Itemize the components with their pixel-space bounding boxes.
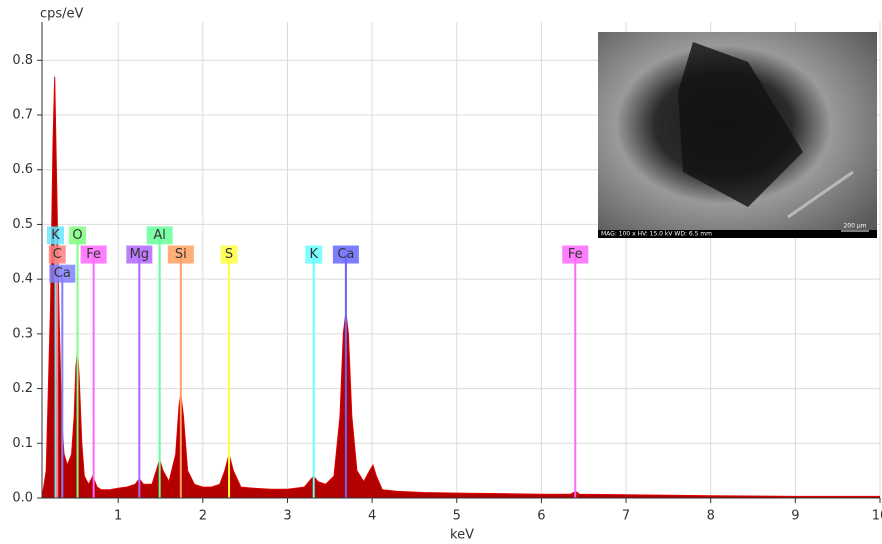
y-tick-label: 0.4: [12, 272, 33, 287]
y-tick-label: 0.0: [12, 491, 33, 506]
element-label-box: [562, 245, 589, 264]
x-tick-label: 6: [537, 509, 545, 524]
y-tick-label: 0.2: [12, 381, 33, 396]
element-label: C: [53, 247, 62, 262]
x-tick-label: 8: [707, 509, 715, 524]
element-label-box: [48, 245, 66, 264]
x-tick-label: 4: [368, 509, 376, 524]
element-label: K: [51, 228, 60, 243]
element-label-box: [80, 245, 107, 264]
y-tick-label: 0.3: [12, 326, 33, 341]
element-label: Ca: [54, 266, 71, 281]
element-label-box: [146, 226, 173, 245]
element-label: Si: [175, 247, 187, 262]
y-tick-label: 0.6: [12, 162, 33, 177]
y-tick-label: 0.5: [12, 217, 33, 232]
sem-feature: [678, 42, 803, 207]
element-label: Ca: [337, 247, 354, 262]
element-label-box: [69, 226, 87, 245]
y-axis-label: cps/eV: [40, 7, 84, 22]
x-tick-label: 7: [622, 509, 630, 524]
x-tick-label: 3: [283, 509, 291, 524]
element-label-box: [47, 226, 65, 245]
element-label-box: [305, 245, 323, 264]
element-label-box: [49, 264, 76, 283]
sem-caption: MAG: 100 x HV: 15.0 kV WD: 6.5 mm: [601, 231, 712, 238]
x-tick-label: 9: [791, 509, 799, 524]
x-tick-label: 5: [453, 509, 461, 524]
element-label-box: [126, 245, 153, 264]
element-label-box: [332, 245, 359, 264]
element-label: O: [72, 228, 82, 243]
element-label: Fe: [86, 247, 101, 262]
element-label: Fe: [568, 247, 583, 262]
element-label: K: [309, 247, 318, 262]
element-label: S: [225, 247, 233, 262]
y-tick-label: 0.8: [12, 53, 33, 68]
x-tick-label: 10: [872, 509, 882, 524]
sem-scale-bar: 200 µm: [843, 223, 866, 230]
sem-fiber: [787, 170, 854, 219]
element-label-box: [220, 245, 238, 264]
x-tick-label: 1: [114, 509, 122, 524]
element-label: Mg: [130, 247, 149, 262]
sem-info-bar: [598, 230, 877, 238]
y-tick-label: 0.1: [12, 436, 33, 451]
element-label-box: [167, 245, 194, 264]
element-label: Al: [153, 228, 166, 243]
y-tick-label: 0.7: [12, 108, 33, 123]
x-axis-label: keV: [450, 528, 474, 543]
x-tick-label: 2: [199, 509, 207, 524]
